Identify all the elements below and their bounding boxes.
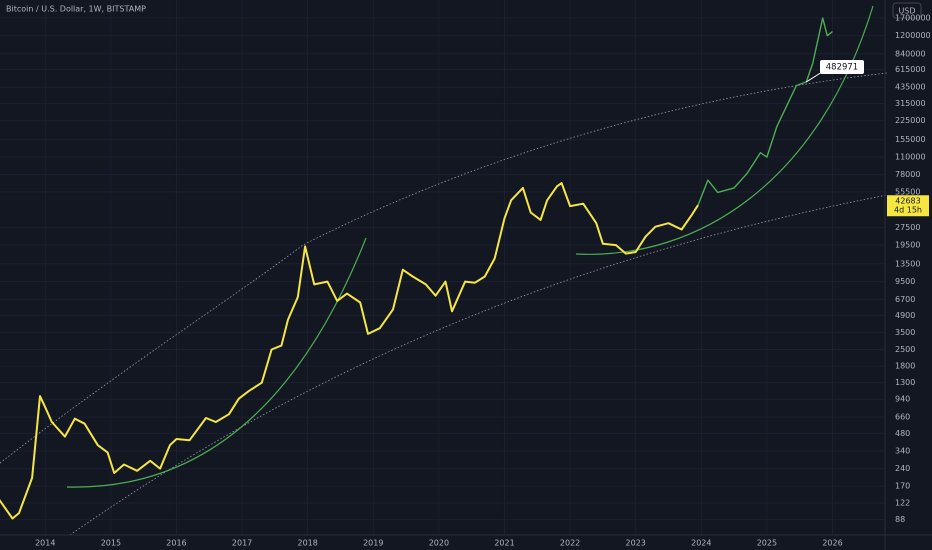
chart-title: Bitcoin / U.S. Dollar, 1W, BITSTAMP — [6, 5, 146, 14]
x-tick-label: 2017 — [232, 539, 252, 548]
series-group — [0, 17, 833, 520]
last-price-box — [887, 195, 929, 217]
y-tick-label: 4900 — [895, 311, 915, 320]
x-tick-label: 2023 — [626, 539, 646, 548]
y-tick-label: 1700000 — [895, 13, 931, 22]
lower-channel — [69, 194, 888, 536]
x-tick-label: 2015 — [101, 539, 121, 548]
y-tick-label: 340 — [895, 446, 910, 455]
x-tick-label: 2020 — [429, 539, 449, 548]
x-tick-label: 2022 — [560, 539, 580, 548]
curve-2 — [575, 5, 874, 255]
y-tick-label: 19500 — [895, 241, 920, 250]
x-tick-label: 2024 — [691, 539, 711, 548]
y-tick-label: 615000 — [895, 65, 926, 74]
y-tick-label: 435000 — [895, 83, 926, 92]
price-line — [0, 182, 699, 520]
y-tick-label: 840000 — [895, 49, 926, 58]
y-tick-label: 9500 — [895, 277, 915, 286]
y-tick-label: 3500 — [895, 328, 915, 337]
y-tick-label: 110000 — [895, 153, 926, 162]
x-tick-label: 2025 — [757, 539, 777, 548]
y-tick-label: 480 — [895, 429, 910, 438]
y-tick-label: 78000 — [895, 170, 920, 179]
target-box — [820, 60, 864, 74]
y-tick-label: 660 — [895, 413, 910, 422]
currency[interactable]: USD — [898, 7, 915, 16]
y-tick-label: 315000 — [895, 99, 926, 108]
y-tick-label: 225000 — [895, 116, 926, 125]
x-tick-label: 2018 — [298, 539, 318, 548]
x-tick-label: 2026 — [822, 539, 842, 548]
y-tick-label: 1800 — [895, 362, 915, 371]
x-tick-label: 2019 — [363, 539, 383, 548]
price-line — [697, 17, 833, 206]
target-pointer — [806, 71, 823, 83]
currency-button[interactable] — [892, 2, 922, 19]
x-tick-label: 2014 — [35, 539, 55, 548]
upper-channel — [0, 72, 888, 464]
y-tick-label: 240 — [895, 464, 910, 473]
y-tick-label: 27500 — [895, 223, 920, 232]
y-tick-label: 940 — [895, 395, 910, 404]
curve-1 — [66, 237, 367, 488]
y-tick-label: 13500 — [895, 259, 920, 268]
x-tick-label: 2016 — [166, 539, 186, 548]
target-label: 482971 — [826, 63, 858, 73]
y-tick-label: 1200000 — [895, 31, 931, 40]
grid — [0, 0, 885, 535]
last-price: 42683 — [895, 197, 920, 206]
countdown: 4d 15h — [894, 206, 922, 215]
y-tick-label: 55500 — [895, 187, 920, 196]
y-tick-label: 122 — [895, 498, 910, 507]
y-tick-label: 6700 — [895, 295, 915, 304]
x-tick-label: 2021 — [494, 539, 514, 548]
y-tick-label: 155000 — [895, 135, 926, 144]
y-tick-label: 170 — [895, 482, 910, 491]
y-tick-label: 88 — [895, 515, 905, 524]
y-tick-label: 2500 — [895, 345, 915, 354]
y-tick-label: 1300 — [895, 378, 915, 387]
